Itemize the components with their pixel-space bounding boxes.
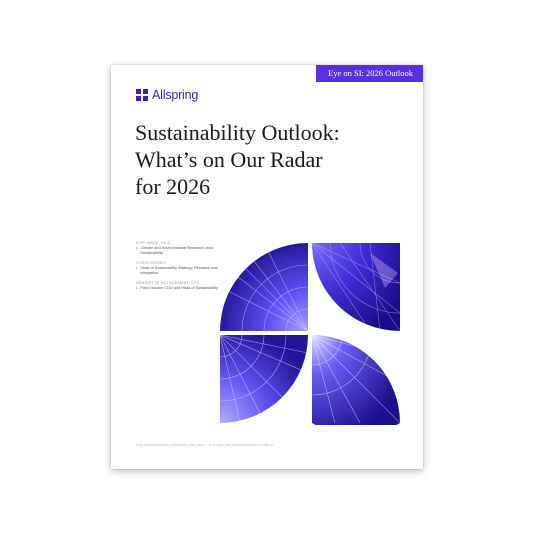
brand-mark-icon [136, 89, 148, 101]
brand-name: Allspring [152, 88, 199, 102]
title-line: for 2026 [135, 174, 211, 199]
bullet-icon: • [136, 286, 138, 290]
cover-artwork [220, 243, 400, 425]
author-list: KOFI MBUK, Ph.D. • Climate and Environme… [136, 241, 226, 296]
report-cover: Eye on SI: 2026 Outlook Allspring Sustai… [111, 65, 423, 469]
series-tag: Eye on SI: 2026 Outlook [316, 65, 423, 82]
author-role-text: Fixed Income COO and Head of Sustainabil… [140, 286, 219, 290]
author-role: • Climate and Environmental Research Lea… [136, 246, 226, 256]
art-tile-top-right [312, 243, 400, 331]
author-name: HENRIETTE PACQUEMENT, CFA [136, 281, 200, 285]
brand-logo: Allspring [136, 88, 198, 102]
title-line: What’s on Our Radar [135, 147, 323, 172]
report-title: Sustainability Outlook: What’s on Our Ra… [135, 119, 415, 200]
bullet-icon: • [136, 266, 138, 270]
author-entry: HENRIETTE PACQUEMENT, CFA • Fixed Income… [136, 281, 226, 291]
author-role-text: Head of Sustainability Strategy, Researc… [140, 266, 218, 275]
author-entry: CHRIS WIDNEY • Head of Sustainability St… [136, 261, 226, 276]
bullet-icon: • [136, 246, 138, 250]
author-entry: KOFI MBUK, Ph.D. • Climate and Environme… [136, 241, 226, 256]
author-name: KOFI MBUK, Ph.D. [136, 241, 172, 245]
footer-disclaimer: FOR PROFESSIONAL INVESTOR USE ONLY – NOT… [136, 443, 274, 447]
author-role-text: Climate and Environmental Research Lead,… [140, 246, 214, 255]
art-tile-bottom-left [220, 335, 308, 423]
title-line: Sustainability Outlook: [135, 120, 340, 145]
art-tile-bottom-right [312, 335, 400, 425]
author-role: • Fixed Income COO and Head of Sustainab… [136, 286, 226, 291]
author-role: • Head of Sustainability Strategy, Resea… [136, 266, 226, 276]
author-name: CHRIS WIDNEY [136, 261, 167, 265]
